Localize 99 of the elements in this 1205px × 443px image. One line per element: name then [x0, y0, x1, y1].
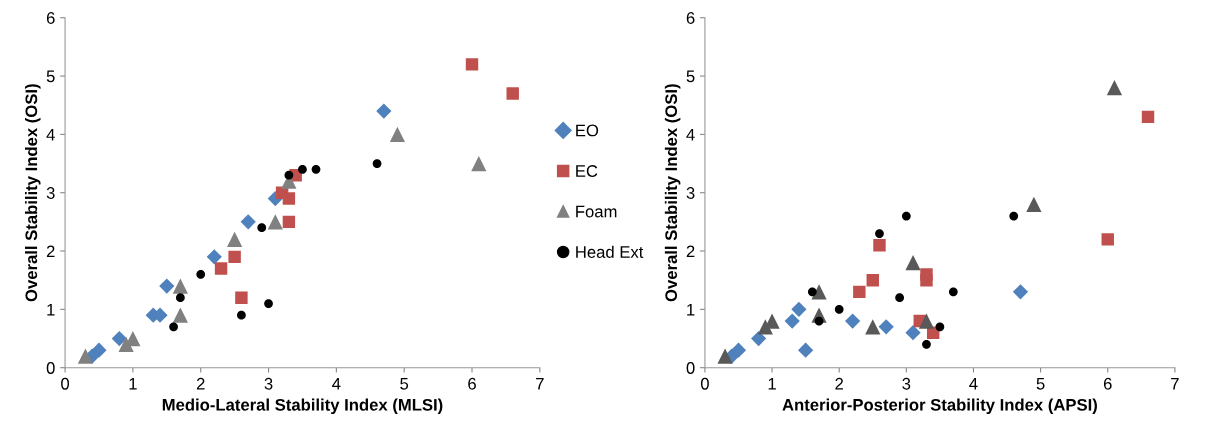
point	[948, 287, 958, 297]
point	[257, 223, 267, 233]
point	[264, 299, 273, 308]
point	[91, 342, 107, 358]
point	[730, 342, 747, 358]
point	[169, 322, 178, 332]
point	[717, 348, 733, 364]
point	[845, 313, 861, 329]
point	[471, 155, 487, 172]
x-tick-label: 2	[835, 377, 843, 390]
point	[214, 262, 228, 275]
point	[922, 339, 931, 349]
point	[1026, 196, 1042, 212]
point	[814, 316, 824, 326]
point	[878, 319, 894, 335]
x-tick-label: 5	[1036, 378, 1045, 390]
y-tick-label: 6	[686, 12, 695, 24]
y-tick-label: 5	[686, 70, 695, 83]
point	[311, 164, 321, 174]
point	[853, 285, 866, 299]
y-tick-label: 3	[46, 187, 55, 199]
y-axis-title: Overall Stability Index (OSI)	[664, 84, 681, 302]
point	[159, 278, 175, 294]
point	[240, 214, 256, 230]
point	[235, 291, 248, 304]
point	[282, 215, 296, 229]
point	[389, 126, 406, 142]
x-tick-label: 5	[400, 378, 409, 390]
point	[172, 278, 188, 294]
y-tick-label: 2	[686, 245, 695, 258]
point	[175, 293, 185, 303]
legend-label: Foam	[576, 205, 617, 218]
x-axis-title: Medio-Lateral Stability Index (MLSI)	[162, 398, 443, 415]
point	[1012, 284, 1029, 300]
y-tick-label: 4	[686, 128, 695, 141]
x-tick-label: 1	[129, 378, 137, 390]
point	[1009, 211, 1019, 221]
point	[1141, 110, 1155, 124]
point	[866, 273, 879, 287]
y-tick-label: 4	[46, 128, 55, 141]
point	[807, 287, 817, 297]
y-tick-label: 1	[687, 303, 695, 316]
point	[298, 164, 307, 174]
point	[901, 211, 911, 221]
point	[465, 58, 479, 71]
x-tick-label: 1	[768, 378, 776, 390]
x-tick-label: 3	[264, 377, 273, 390]
x-axis-title: Anterior-Posterior Stability Index (APSI)	[782, 398, 1097, 415]
y-tick-label: 0	[686, 362, 695, 374]
legend-label: EO	[576, 124, 599, 137]
point	[196, 269, 206, 279]
point	[935, 322, 945, 332]
point	[372, 159, 382, 168]
point	[1106, 80, 1123, 96]
point	[791, 301, 807, 317]
legend-label: EC	[576, 165, 598, 177]
point	[865, 319, 881, 335]
point	[506, 87, 519, 100]
x-tick-label: 7	[1171, 378, 1179, 390]
y-tick-label: 2	[46, 245, 55, 258]
point	[284, 170, 294, 180]
point	[875, 229, 884, 238]
point	[282, 192, 296, 205]
point	[918, 313, 935, 329]
y-tick-label: 0	[46, 362, 55, 374]
point	[920, 273, 933, 287]
x-tick-label: 6	[468, 377, 476, 390]
x-tick-label: 7	[536, 378, 544, 390]
point	[784, 313, 800, 329]
x-tick-label: 4	[332, 378, 341, 390]
point	[905, 255, 921, 271]
point	[873, 238, 886, 252]
x-tick-label: 2	[196, 377, 205, 390]
point	[376, 103, 392, 119]
point	[77, 348, 94, 364]
point	[798, 342, 814, 358]
y-tick-label: 1	[47, 303, 55, 316]
point	[227, 231, 243, 247]
x-tick-label: 4	[969, 378, 978, 390]
legend-label: Head Ext	[576, 245, 644, 258]
point	[834, 304, 844, 314]
point	[228, 250, 241, 264]
point	[267, 214, 283, 230]
y-axis-title: Overall Stability Index (OSI)	[24, 84, 41, 302]
x-tick-label: 0	[61, 377, 70, 390]
point	[895, 293, 905, 303]
y-tick-label: 3	[686, 187, 695, 199]
point	[206, 249, 222, 265]
y-tick-label: 5	[46, 70, 55, 83]
point	[1101, 233, 1114, 246]
point	[111, 330, 127, 347]
point	[905, 325, 921, 341]
x-tick-label: 0	[700, 377, 709, 390]
point	[172, 307, 188, 323]
point	[237, 310, 246, 320]
x-tick-label: 6	[1103, 377, 1112, 390]
x-tick-label: 3	[902, 377, 911, 390]
y-tick-label: 6	[46, 12, 55, 24]
point	[751, 330, 767, 347]
